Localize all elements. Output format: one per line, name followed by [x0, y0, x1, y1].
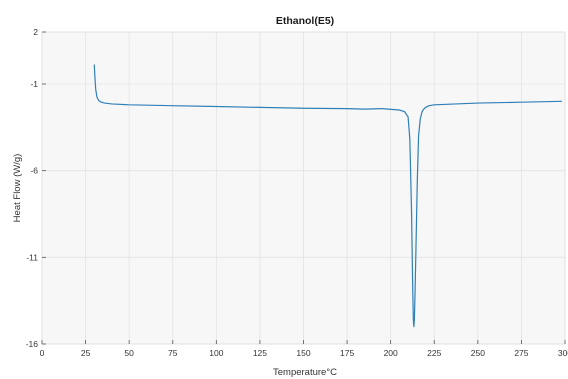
x-tick-label: 75 [168, 348, 178, 358]
x-axis-label: Temperature°C [273, 367, 337, 378]
x-tick-label: 300 [558, 348, 568, 358]
x-tick-label: 150 [296, 348, 310, 358]
x-tick-label: 275 [514, 348, 528, 358]
y-tick-label: 2 [33, 27, 38, 37]
x-tick-label: 200 [384, 348, 398, 358]
y-tick-label: -6 [30, 166, 38, 176]
y-tick-label: -1 [30, 79, 38, 89]
y-tick-label: -16 [26, 339, 39, 349]
x-tick-label: 25 [81, 348, 91, 358]
x-tick-label: 225 [427, 348, 441, 358]
x-tick-label: 250 [471, 348, 485, 358]
x-tick-label: 50 [124, 348, 134, 358]
x-tick-label: 100 [209, 348, 223, 358]
axis-ticks: 0 25 50 75 100 125 150 175 200 225 250 275 300 2 -1 -6 -… [26, 27, 568, 358]
chart-title: Ethanol(E5) [276, 15, 334, 27]
y-axis-label: Heat Flow (W/g) [12, 154, 23, 223]
x-tick-label: 175 [340, 348, 354, 358]
series-line [93, 64, 563, 328]
x-tick-label: 125 [253, 348, 267, 358]
y-tick-label: -11 [26, 252, 38, 262]
series-layer [93, 64, 563, 328]
x-tick-label: 0 [40, 348, 45, 358]
